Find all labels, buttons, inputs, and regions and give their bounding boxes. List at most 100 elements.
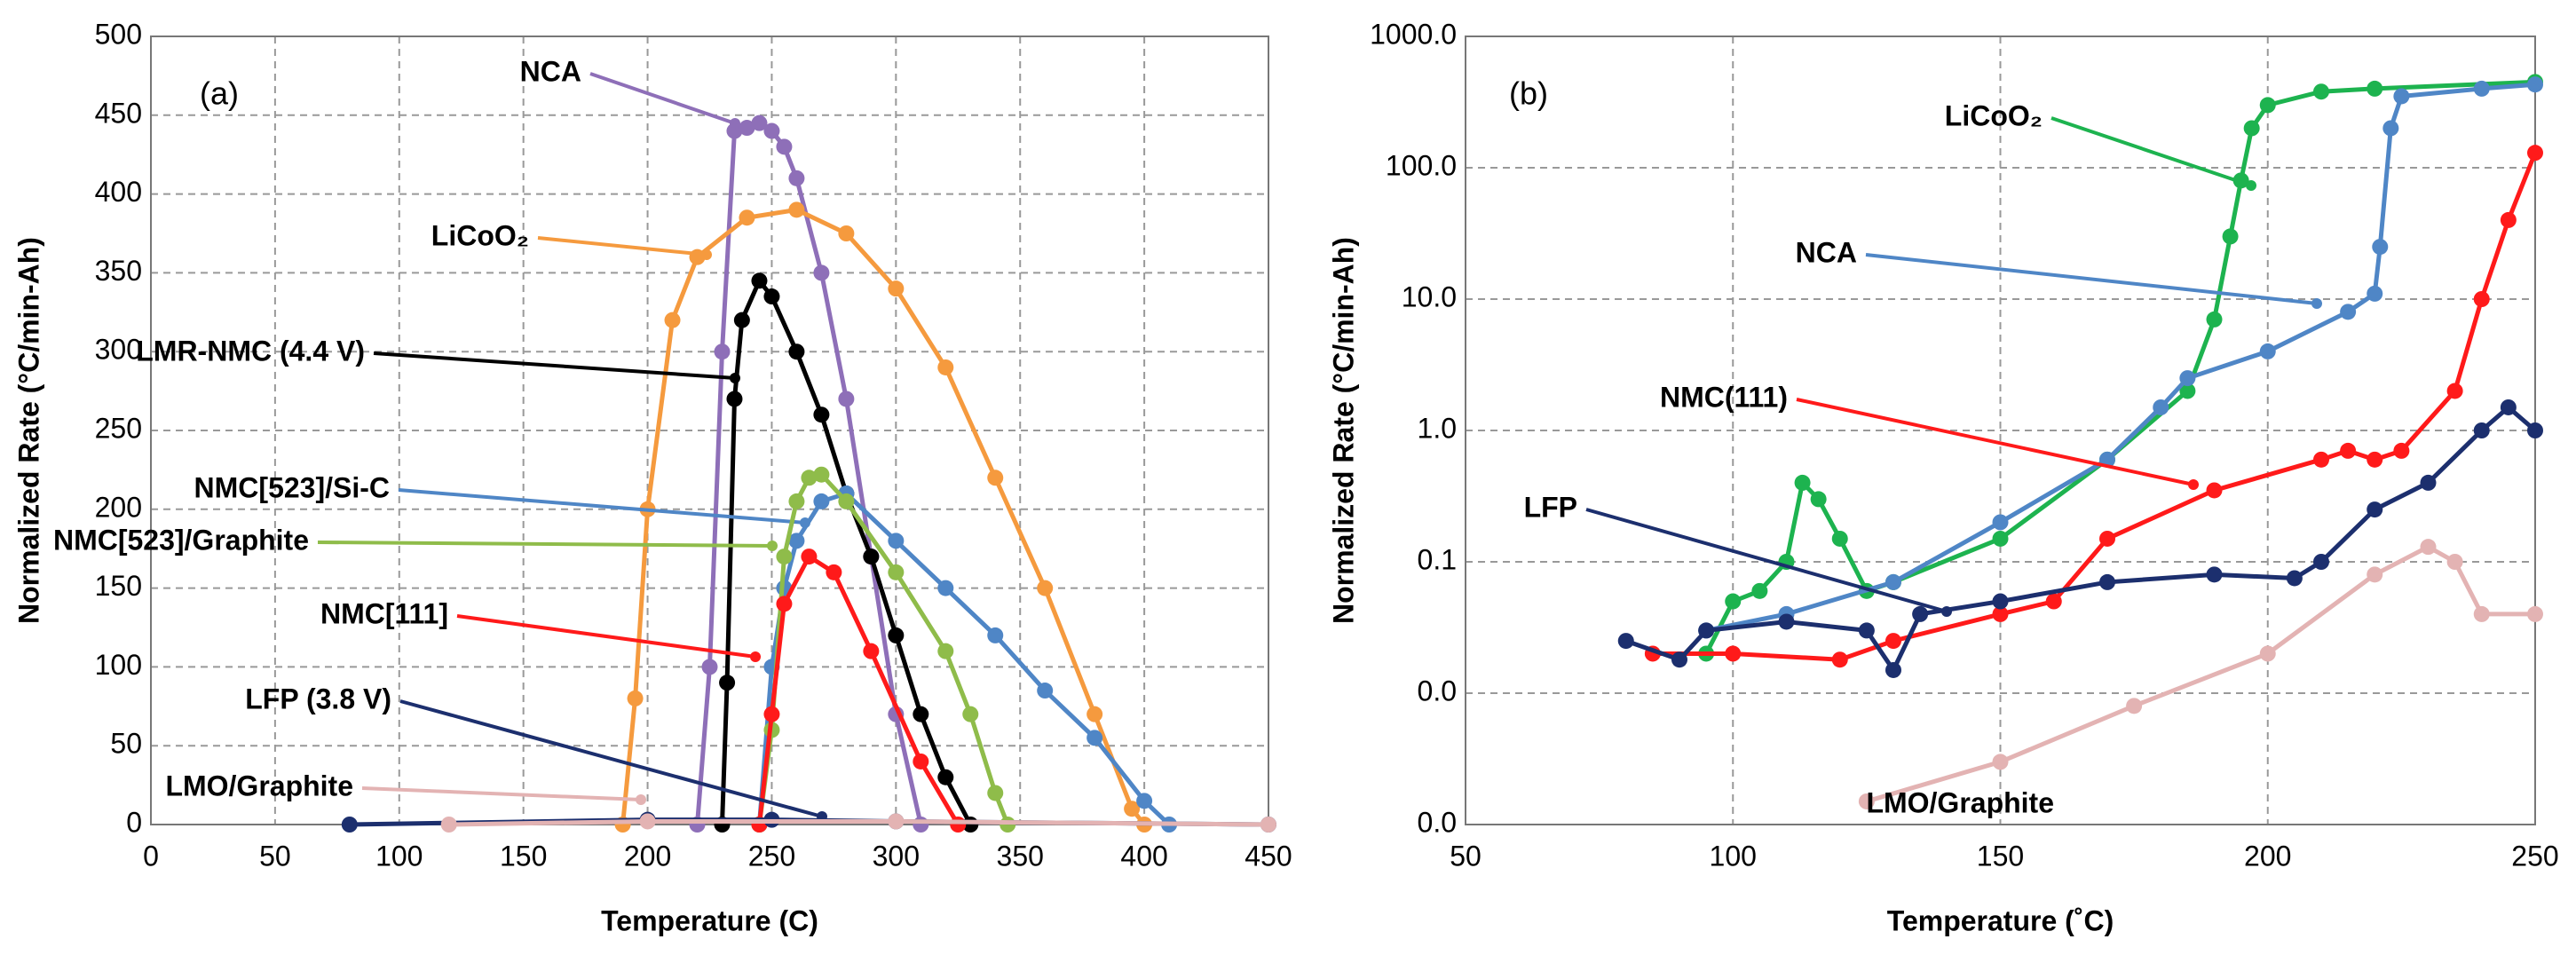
data-point	[1725, 645, 1742, 662]
data-point	[937, 359, 954, 375]
y-tick-label: 50	[110, 728, 142, 760]
data-point	[2500, 399, 2517, 415]
arrow-head	[2311, 298, 2322, 309]
data-point	[2382, 120, 2399, 137]
data-point	[776, 138, 793, 155]
data-point	[888, 280, 905, 297]
data-point	[2527, 422, 2543, 438]
data-point	[2367, 451, 2383, 468]
data-point	[1794, 474, 1811, 491]
data-point	[776, 549, 793, 565]
data-point	[2259, 97, 2276, 114]
label-arrow	[361, 786, 642, 801]
series-label: LMO/Graphite	[165, 770, 353, 801]
data-point	[2367, 566, 2383, 583]
data-point	[2367, 80, 2383, 97]
label-arrow	[399, 699, 823, 818]
arrow-head	[800, 517, 810, 528]
x-tick-label: 350	[997, 840, 1044, 872]
data-point	[2153, 399, 2169, 415]
series-label: NMC(111)	[1660, 381, 1788, 413]
label-arrow	[1585, 508, 1948, 613]
data-point	[1037, 683, 1054, 699]
data-point	[763, 288, 780, 305]
data-point	[788, 493, 805, 509]
data-point	[2045, 593, 2062, 610]
x-tick-label: 300	[873, 840, 920, 872]
data-point	[2527, 605, 2543, 622]
data-point	[2313, 83, 2329, 100]
data-point	[2420, 474, 2437, 491]
arrow-head	[730, 118, 740, 129]
series-line	[1866, 544, 2535, 804]
series-line	[1652, 152, 2538, 662]
data-point	[2527, 145, 2543, 162]
data-point	[838, 493, 855, 509]
data-point	[888, 813, 905, 830]
y-tick-label: 0.1	[1418, 543, 1457, 575]
arrow-head	[730, 373, 740, 383]
data-point	[2340, 304, 2357, 320]
series-label: LFP	[1524, 491, 1577, 523]
data-point	[739, 120, 755, 137]
data-point	[1751, 582, 1768, 599]
data-point	[2222, 228, 2239, 245]
data-point	[2367, 285, 2383, 302]
data-point	[2126, 698, 2143, 714]
series-label: LiCoO₂	[1945, 99, 2043, 131]
data-point	[888, 533, 905, 549]
data-point	[2206, 482, 2223, 499]
data-point	[788, 201, 805, 218]
label-arrow	[373, 351, 736, 380]
data-point	[1992, 605, 2009, 622]
data-point	[888, 564, 905, 580]
data-point	[739, 209, 755, 226]
data-point	[1992, 514, 2009, 531]
label-arrow	[2051, 116, 2252, 187]
y-tick-label: 1.0	[1418, 412, 1457, 444]
data-point	[701, 659, 718, 675]
data-point	[440, 817, 457, 833]
data-point	[2313, 554, 2329, 570]
data-point	[763, 706, 780, 722]
arrow-head	[767, 541, 778, 551]
data-point	[1617, 633, 1634, 650]
label-arrow	[1865, 253, 2318, 305]
series-label: LFP (3.8 V)	[245, 683, 391, 714]
data-point	[733, 312, 750, 328]
y-tick-label: 1000.0	[1370, 18, 1457, 50]
data-point	[714, 343, 731, 360]
x-tick-label: 100	[1710, 840, 1757, 872]
data-point	[788, 533, 805, 549]
data-point	[826, 564, 842, 580]
y-tick-label: 500	[95, 18, 142, 50]
series-line	[719, 276, 973, 826]
data-point	[813, 406, 830, 423]
data-point	[2286, 570, 2303, 587]
data-point	[987, 627, 1004, 643]
series-line	[756, 491, 1171, 826]
data-point	[719, 675, 736, 691]
data-point	[1778, 613, 1795, 630]
data-point	[1992, 754, 2009, 770]
series-label: LMO/Graphite	[1866, 786, 2054, 818]
data-point	[2179, 370, 2196, 387]
x-tick-label: 150	[1977, 840, 2024, 872]
data-point	[2179, 383, 2196, 399]
series-line	[756, 471, 1010, 825]
data-point	[2473, 80, 2490, 97]
data-point	[751, 114, 768, 131]
data-point	[2393, 442, 2410, 459]
series-line	[620, 207, 1147, 826]
data-point	[1858, 793, 1875, 809]
data-point	[763, 122, 780, 139]
y-tick-label: 0	[126, 806, 142, 838]
plot-frame	[150, 36, 1269, 825]
x-axis-label: Temperature (C)	[601, 904, 818, 936]
x-tick-label: 250	[748, 840, 795, 872]
data-point	[1858, 622, 1875, 639]
data-point	[1698, 622, 1715, 639]
x-tick-label: 250	[2511, 840, 2558, 872]
data-point	[838, 225, 855, 241]
